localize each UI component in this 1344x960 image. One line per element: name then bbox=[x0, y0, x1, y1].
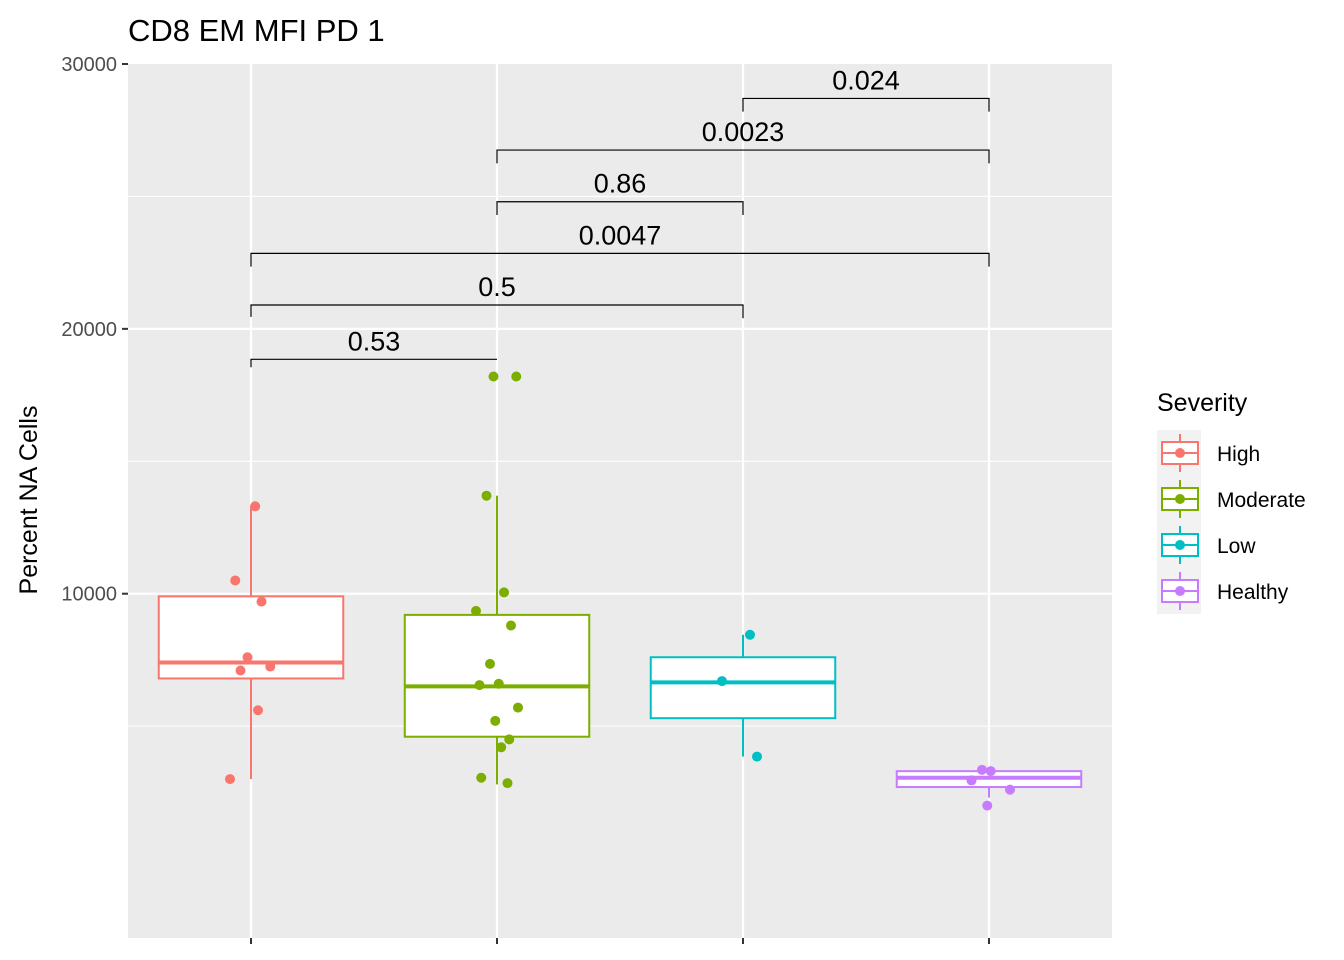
data-point bbox=[250, 501, 261, 512]
data-point bbox=[493, 678, 504, 689]
bracket-moderate-low: 0.86 bbox=[496, 169, 744, 215]
legend-key-point bbox=[1175, 540, 1185, 550]
legend-label: Moderate bbox=[1217, 489, 1306, 512]
data-point bbox=[745, 629, 755, 640]
bracket-line bbox=[250, 252, 990, 267]
data-point bbox=[256, 596, 267, 607]
data-point bbox=[476, 772, 487, 783]
p-value-label: 0.86 bbox=[594, 169, 647, 199]
p-value-label: 0.0047 bbox=[579, 220, 662, 250]
box-group-moderate bbox=[403, 371, 591, 789]
data-point bbox=[504, 734, 515, 745]
legend-title: Severity bbox=[1157, 389, 1248, 417]
data-point bbox=[511, 371, 522, 382]
significance-brackets: 0.53 0.5 0.0047 0.86 0.0023 0.024 bbox=[250, 65, 990, 368]
data-point bbox=[230, 575, 241, 586]
box-group-high bbox=[157, 501, 345, 785]
bracket-line bbox=[496, 149, 990, 164]
data-point bbox=[717, 676, 727, 687]
bracket-line bbox=[250, 358, 497, 368]
data-point bbox=[471, 605, 481, 616]
legend-label: Healthy bbox=[1217, 581, 1289, 604]
bracket-high-low: 0.5 bbox=[250, 272, 744, 319]
legend-item-healthy: Healthy bbox=[1157, 568, 1289, 614]
bracket-line bbox=[742, 97, 990, 112]
bracket-line bbox=[496, 201, 744, 215]
boxes bbox=[157, 371, 1083, 811]
x-axis bbox=[250, 938, 990, 944]
data-point bbox=[752, 751, 762, 762]
chart-title: CD8 EM MFI PD 1 bbox=[128, 13, 385, 48]
legend-key-point bbox=[1175, 448, 1185, 458]
data-point bbox=[502, 778, 513, 789]
y-tick-label: 10000 bbox=[61, 584, 117, 606]
data-point bbox=[242, 652, 253, 663]
legend-item-high: High bbox=[1157, 430, 1260, 476]
bracket-moderate-healthy: 0.0023 bbox=[496, 117, 990, 164]
p-value-label: 0.024 bbox=[832, 65, 900, 95]
data-point bbox=[506, 620, 516, 631]
data-point bbox=[982, 800, 993, 811]
data-point bbox=[985, 766, 996, 777]
legend-item-low: Low bbox=[1157, 522, 1256, 568]
legend-key-point bbox=[1175, 586, 1185, 596]
data-point bbox=[265, 661, 276, 672]
p-value-label: 0.5 bbox=[478, 272, 516, 302]
data-point bbox=[235, 665, 246, 676]
y-axis: 10000 20000 30000 bbox=[61, 54, 128, 606]
legend-item-moderate: Moderate bbox=[1157, 476, 1306, 522]
data-point bbox=[225, 774, 235, 785]
legend: Severity High Moderate Low Healthy bbox=[1157, 389, 1306, 614]
box bbox=[157, 595, 345, 680]
y-tick-label: 30000 bbox=[61, 54, 117, 76]
box-group-healthy bbox=[895, 764, 1083, 811]
data-point bbox=[499, 587, 509, 598]
legend-label: Low bbox=[1217, 535, 1256, 558]
legend-label: High bbox=[1217, 443, 1260, 466]
y-tick-label: 20000 bbox=[61, 319, 117, 341]
legend-key-point bbox=[1175, 494, 1185, 504]
box-group-low bbox=[649, 629, 837, 762]
data-point bbox=[485, 658, 495, 669]
bracket-line bbox=[250, 304, 744, 319]
data-point bbox=[513, 702, 523, 713]
data-point bbox=[496, 742, 507, 753]
data-point bbox=[474, 680, 485, 691]
data-point bbox=[966, 775, 977, 786]
data-point bbox=[488, 371, 499, 382]
box bbox=[649, 656, 837, 720]
data-point bbox=[977, 764, 987, 775]
plot-panel bbox=[128, 64, 1112, 938]
data-point bbox=[1005, 784, 1015, 795]
data-point bbox=[253, 705, 263, 716]
y-axis-label: Percent NA Cells bbox=[15, 406, 43, 595]
p-value-label: 0.0023 bbox=[702, 117, 785, 147]
p-value-label: 0.53 bbox=[348, 326, 401, 356]
bracket-high-moderate: 0.53 bbox=[250, 326, 497, 368]
bracket-high-healthy: 0.0047 bbox=[250, 220, 990, 267]
data-point bbox=[490, 715, 501, 726]
data-point bbox=[481, 490, 492, 501]
bracket-low-healthy: 0.024 bbox=[742, 65, 990, 112]
